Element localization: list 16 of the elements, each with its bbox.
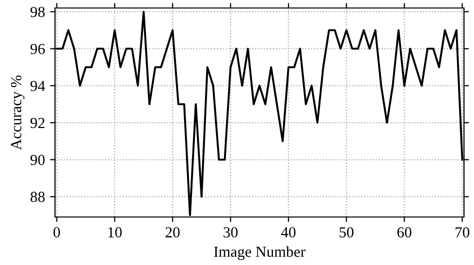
x-tick-label: 50: [340, 227, 354, 238]
y-tick-label: 96: [30, 44, 45, 54]
y-tick-label: 94: [30, 80, 46, 92]
x-tick-label: 60: [397, 227, 412, 238]
x-tick-label: 10: [108, 227, 122, 238]
y-tick-label: 92: [30, 118, 44, 128]
y-tick-label: 98: [30, 6, 45, 18]
x-tick-label: 30: [224, 227, 238, 238]
x-tick-label: 20: [166, 227, 180, 238]
x-tick-label: 70: [456, 227, 470, 238]
x-tick-label: 40: [281, 227, 296, 238]
y-tick-label: 88: [30, 192, 45, 202]
y-tick-label: 90: [30, 154, 45, 166]
x-tick-label: 0: [54, 227, 60, 238]
y-axis-title: Accuracy %: [10, 75, 24, 150]
x-axis-title: Image Number: [214, 246, 306, 260]
